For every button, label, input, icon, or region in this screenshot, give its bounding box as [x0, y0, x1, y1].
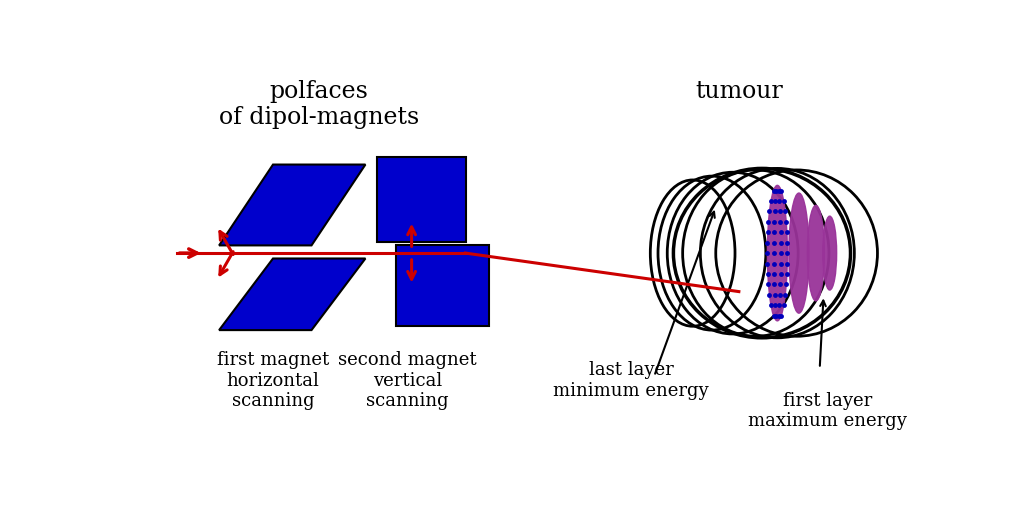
Text: last layer
minimum energy: last layer minimum energy	[553, 361, 709, 399]
Ellipse shape	[788, 193, 809, 313]
Bar	[396, 245, 488, 326]
Bar	[377, 157, 466, 241]
Polygon shape	[219, 165, 366, 245]
Text: first layer
maximum energy: first layer maximum energy	[748, 392, 907, 430]
Ellipse shape	[807, 206, 824, 301]
Ellipse shape	[823, 216, 837, 290]
Text: first magnet
horizontal
scanning: first magnet horizontal scanning	[217, 351, 329, 411]
Ellipse shape	[767, 185, 787, 321]
Polygon shape	[219, 259, 366, 330]
Text: second magnet
vertical
scanning: second magnet vertical scanning	[339, 351, 477, 411]
Text: tumour: tumour	[695, 80, 782, 103]
Text: polfaces
of dipol-magnets: polfaces of dipol-magnets	[219, 80, 420, 129]
